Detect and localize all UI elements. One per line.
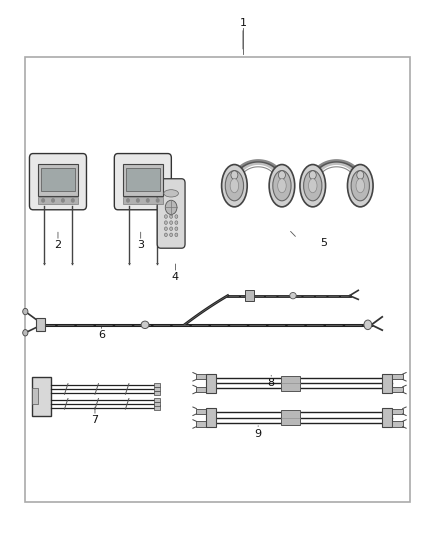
Ellipse shape <box>278 179 286 193</box>
Ellipse shape <box>351 171 369 201</box>
Circle shape <box>127 199 129 202</box>
Bar <box>196 387 207 392</box>
Ellipse shape <box>269 165 295 207</box>
Circle shape <box>357 171 364 179</box>
Circle shape <box>175 221 178 224</box>
Ellipse shape <box>141 321 149 328</box>
Bar <box>392 421 403 426</box>
Circle shape <box>52 199 54 202</box>
Text: 3: 3 <box>137 240 144 251</box>
Ellipse shape <box>347 165 373 207</box>
Bar <box>123 164 162 196</box>
Bar <box>32 389 38 405</box>
Circle shape <box>175 227 178 230</box>
Circle shape <box>71 199 74 202</box>
Ellipse shape <box>356 179 364 193</box>
Bar <box>123 197 162 204</box>
Circle shape <box>23 309 28 315</box>
Bar <box>154 398 160 402</box>
FancyBboxPatch shape <box>29 154 86 210</box>
Circle shape <box>62 199 64 202</box>
Text: 2: 2 <box>54 240 61 251</box>
Circle shape <box>170 215 173 219</box>
Circle shape <box>23 329 28 336</box>
Bar <box>382 374 392 393</box>
Bar <box>154 406 160 410</box>
Circle shape <box>231 171 238 179</box>
Circle shape <box>165 200 177 214</box>
Ellipse shape <box>308 179 317 193</box>
Bar <box>206 374 215 393</box>
Circle shape <box>146 199 149 202</box>
Bar <box>32 376 51 416</box>
Circle shape <box>164 227 167 230</box>
Bar <box>281 376 300 391</box>
Circle shape <box>164 233 167 237</box>
Bar <box>382 408 392 427</box>
Circle shape <box>175 233 178 237</box>
Text: 6: 6 <box>98 330 105 341</box>
Circle shape <box>156 199 159 202</box>
Circle shape <box>279 171 286 179</box>
Ellipse shape <box>225 171 244 201</box>
Bar <box>36 318 45 331</box>
Bar <box>392 374 403 379</box>
Bar <box>38 197 78 204</box>
Text: 4: 4 <box>172 272 179 282</box>
Ellipse shape <box>304 171 322 201</box>
Text: 7: 7 <box>92 415 99 425</box>
Bar <box>154 383 160 387</box>
Bar <box>38 164 78 196</box>
Circle shape <box>170 227 173 230</box>
Bar <box>41 168 75 191</box>
Bar <box>126 168 160 191</box>
Ellipse shape <box>230 179 239 193</box>
Text: 1: 1 <box>240 18 247 28</box>
Bar <box>392 409 403 414</box>
Bar <box>196 421 207 426</box>
Bar <box>196 374 207 379</box>
Circle shape <box>137 199 139 202</box>
Bar <box>25 57 410 503</box>
Ellipse shape <box>164 190 178 197</box>
Ellipse shape <box>300 165 325 207</box>
Bar <box>206 408 215 427</box>
Circle shape <box>364 320 372 329</box>
Circle shape <box>164 215 167 219</box>
Bar <box>281 410 300 425</box>
Circle shape <box>170 221 173 224</box>
Bar <box>245 290 254 301</box>
Bar <box>154 402 160 406</box>
Circle shape <box>309 171 316 179</box>
Bar <box>154 391 160 395</box>
Text: 8: 8 <box>268 378 275 388</box>
Ellipse shape <box>273 171 291 201</box>
Circle shape <box>175 215 178 219</box>
FancyBboxPatch shape <box>157 179 185 248</box>
Ellipse shape <box>290 293 296 299</box>
Circle shape <box>42 199 44 202</box>
Ellipse shape <box>222 165 247 207</box>
Bar <box>154 387 160 391</box>
FancyBboxPatch shape <box>114 154 171 210</box>
Bar <box>196 409 207 414</box>
Text: 5: 5 <box>320 238 327 248</box>
Bar <box>392 387 403 392</box>
Text: 9: 9 <box>254 429 262 439</box>
Circle shape <box>170 233 173 237</box>
Circle shape <box>164 221 167 224</box>
